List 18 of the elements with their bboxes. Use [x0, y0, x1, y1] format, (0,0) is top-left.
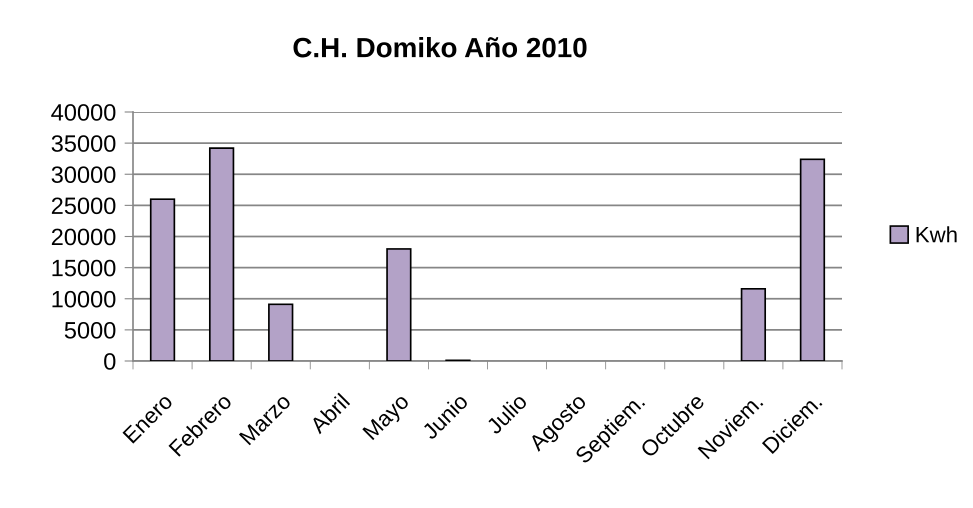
y-tick-label: 0	[104, 353, 116, 370]
legend-label: Kwh	[916, 226, 957, 242]
x-tick-label: Julio	[484, 392, 528, 436]
bar	[150, 198, 176, 361]
bar	[740, 288, 766, 361]
chart-title: C.H. Domiko Año 2010	[293, 37, 587, 58]
y-tick-label: 5000	[64, 322, 116, 339]
y-tick-label: 25000	[52, 197, 116, 214]
bar	[386, 248, 412, 361]
y-tick-label: 35000	[52, 135, 116, 152]
bar	[268, 304, 294, 361]
y-tick-label: 30000	[52, 166, 116, 184]
y-tick-label: 15000	[52, 260, 116, 276]
bar	[208, 147, 234, 361]
y-tick-label: 20000	[52, 228, 116, 246]
bar	[800, 158, 826, 361]
y-tick-label: 10000	[52, 290, 116, 308]
y-tick-label: 40000	[51, 104, 116, 121]
